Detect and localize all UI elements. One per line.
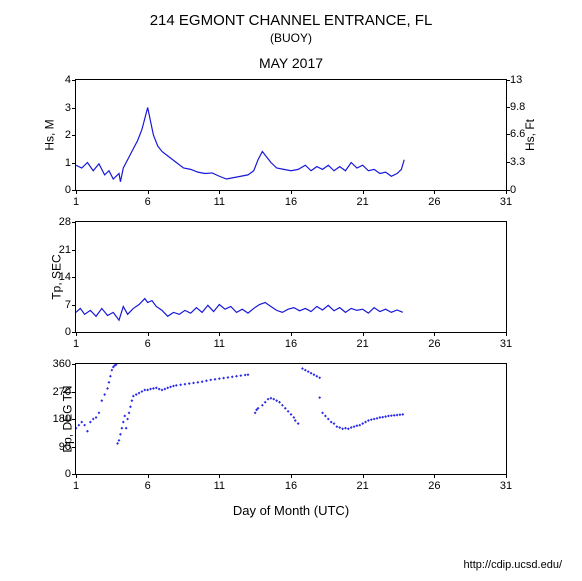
xtick-label: 31: [500, 480, 512, 492]
ytick-label: 21: [46, 244, 71, 256]
ytick-label: 0: [46, 468, 71, 480]
ytick-label: 180: [46, 413, 71, 425]
ytick-label: 90: [46, 441, 71, 453]
ytick-label: 0: [46, 326, 71, 338]
xtick-label: 26: [428, 480, 440, 492]
credit-url: http://cdip.ucsd.edu/: [464, 559, 562, 571]
xtick-label: 26: [428, 338, 440, 350]
xtick-label: 6: [145, 196, 151, 208]
ytick-label: 270: [46, 386, 71, 398]
chart-period: MAY 2017: [0, 55, 582, 71]
xtick-label: 31: [500, 196, 512, 208]
xtick-label: 6: [145, 480, 151, 492]
xtick-label: 16: [285, 196, 297, 208]
xtick-label: 11: [214, 480, 225, 492]
xtick-label: 31: [500, 338, 512, 350]
xtick-label: 11: [214, 196, 225, 208]
panel-tp: Tp, SEC 07142128161116212631: [75, 221, 507, 333]
ytick-label: 3: [46, 102, 71, 114]
xtick-label: 1: [73, 480, 79, 492]
ytick-label: 360: [46, 358, 71, 370]
xtick-label: 16: [285, 338, 297, 350]
ytick-label: 1: [46, 157, 71, 169]
xtick-label: 1: [73, 338, 79, 350]
ytick-label: 14: [46, 271, 71, 283]
ytick-label: 2: [46, 129, 71, 141]
ytick-label: 28: [46, 216, 71, 228]
xtick-label: 21: [357, 196, 369, 208]
ytick-label: 3.3: [510, 156, 538, 168]
xtick-label: 6: [145, 338, 151, 350]
panel-hs: Hs, M Hs, Ft 0123403.36.69.8131611162126…: [75, 79, 507, 191]
ytick-label: 13: [510, 74, 538, 86]
ytick-label: 9.8: [510, 101, 538, 113]
chart-title: 214 EGMONT CHANNEL ENTRANCE, FL: [0, 12, 582, 29]
ytick-label: 4: [46, 74, 71, 86]
xtick-label: 1: [73, 196, 79, 208]
ytick-label: 0: [46, 184, 71, 196]
chart-subtitle: (BUOY): [0, 31, 582, 45]
ytick-label: 0: [510, 184, 538, 196]
xtick-label: 26: [428, 196, 440, 208]
xtick-label: 16: [285, 480, 297, 492]
xaxis-label: Day of Month (UTC): [0, 503, 582, 518]
xtick-label: 21: [357, 338, 369, 350]
xtick-label: 11: [214, 338, 225, 350]
ytick-label: 7: [46, 299, 71, 311]
panel-dp: Dp, DEG TN 090180270360161116212631: [75, 363, 507, 475]
xtick-label: 21: [357, 480, 369, 492]
ytick-label: 6.6: [510, 128, 538, 140]
